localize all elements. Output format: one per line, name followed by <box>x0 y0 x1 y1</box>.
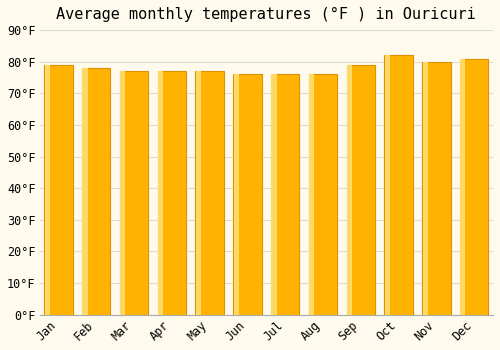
Bar <box>422 62 450 315</box>
Bar <box>196 71 224 315</box>
Title: Average monthly temperatures (°F ) in Ouricuri: Average monthly temperatures (°F ) in Ou… <box>56 7 476 22</box>
Bar <box>234 74 262 315</box>
Bar <box>82 68 110 315</box>
Bar <box>44 65 72 315</box>
Bar <box>120 71 126 315</box>
Bar <box>196 71 201 315</box>
Bar <box>460 58 466 315</box>
Bar <box>120 71 148 315</box>
Bar <box>82 68 87 315</box>
Bar <box>384 55 413 315</box>
Bar <box>460 58 488 315</box>
Bar <box>422 62 428 315</box>
Bar <box>234 74 238 315</box>
Bar <box>271 74 300 315</box>
Bar <box>347 65 352 315</box>
Bar <box>158 71 163 315</box>
Bar <box>346 65 375 315</box>
Bar <box>309 74 314 315</box>
Bar <box>44 65 50 315</box>
Bar <box>309 74 337 315</box>
Bar <box>272 74 276 315</box>
Bar <box>385 55 390 315</box>
Bar <box>158 71 186 315</box>
